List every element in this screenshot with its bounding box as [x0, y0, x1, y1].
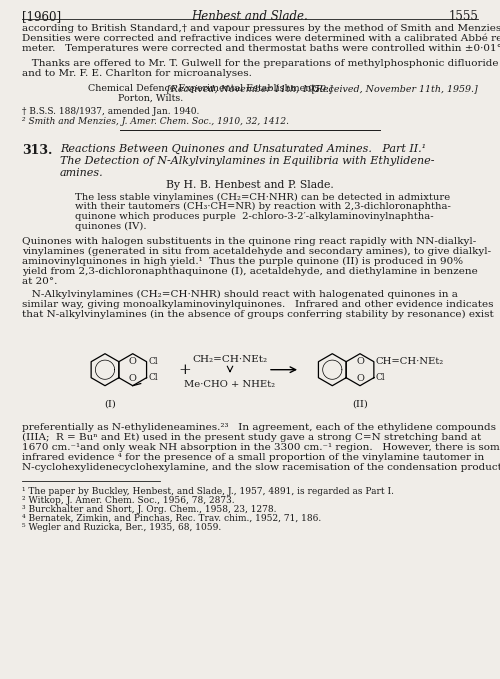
Text: [Received, November 11th, 1959.]: [Received, November 11th, 1959.]: [167, 84, 333, 93]
Text: +: +: [178, 363, 192, 377]
Text: Reactions Between Quinones and Unsaturated Amines.   Part II.¹: Reactions Between Quinones and Unsaturat…: [60, 143, 426, 153]
Text: quinones (IV).: quinones (IV).: [75, 222, 146, 231]
Text: aminovinylquinones in high yield.¹  Thus the purple quinone (II) is produced in : aminovinylquinones in high yield.¹ Thus …: [22, 257, 463, 265]
Text: 1670 cm.⁻¹and only weak NH absorption in the 3300 cm.⁻¹ region.   However, there: 1670 cm.⁻¹and only weak NH absorption in…: [22, 443, 500, 452]
Text: and to Mr. F. E. Charlton for microanalyses.: and to Mr. F. E. Charlton for microanaly…: [22, 69, 252, 78]
Text: ⁵ Wegler and Ruzicka, Ber., 1935, 68, 1059.: ⁵ Wegler and Ruzicka, Ber., 1935, 68, 10…: [22, 523, 221, 532]
Text: [1960]: [1960]: [22, 10, 61, 23]
Text: CH₂=CH·NEt₂: CH₂=CH·NEt₂: [192, 355, 268, 364]
Text: yield from 2,3-dichloronaphthaquinone (I), acetaldehyde, and diethylamine in ben: yield from 2,3-dichloronaphthaquinone (I…: [22, 267, 478, 276]
Text: that N-alkylvinylamines (in the absence of groups conferring stability by resona: that N-alkylvinylamines (in the absence …: [22, 310, 494, 319]
Text: ² Witkop, J. Amer. Chem. Soc., 1956, 78, 2873.: ² Witkop, J. Amer. Chem. Soc., 1956, 78,…: [22, 496, 234, 504]
Text: vinylamines (generated in situ from acetaldehyde and secondary amines), to give : vinylamines (generated in situ from acet…: [22, 246, 491, 256]
Text: meter.   Temperatures were corrected and thermostat baths were controlled within: meter. Temperatures were corrected and t…: [22, 44, 500, 54]
Text: Quinones with halogen substituents in the quinone ring react rapidly with NN-dia: Quinones with halogen substituents in th…: [22, 237, 476, 246]
Text: O: O: [129, 373, 136, 383]
Text: according to British Standard,† and vapour pressures by the method of Smith and : according to British Standard,† and vapo…: [22, 24, 500, 33]
Text: O: O: [129, 356, 136, 366]
Text: Cl: Cl: [148, 373, 158, 382]
Text: Chemical Defence Experimental Establishment,: Chemical Defence Experimental Establishm…: [88, 84, 318, 93]
Text: Porton, Wilts.: Porton, Wilts.: [118, 94, 183, 103]
Text: amines.: amines.: [60, 168, 104, 177]
Text: N-Alkylvinylamines (CH₂=CH·NHR) should react with halogenated quinones in a: N-Alkylvinylamines (CH₂=CH·NHR) should r…: [22, 290, 458, 299]
Text: Densities were corrected and refractive indices were determined with a calibrate: Densities were corrected and refractive …: [22, 34, 500, 43]
Text: ² Smith and Menzies, J. Amer. Chem. Soc., 1910, 32, 1412.: ² Smith and Menzies, J. Amer. Chem. Soc.…: [22, 117, 289, 126]
Text: quinone which produces purple  2-chloro-3-2′-alkylaminovinylnaphtha-: quinone which produces purple 2-chloro-3…: [75, 212, 434, 221]
Text: at 20°.: at 20°.: [22, 277, 58, 286]
Text: Thanks are offered to Mr. T. Gulwell for the preparations of methylphosphonic di: Thanks are offered to Mr. T. Gulwell for…: [22, 58, 498, 68]
Text: 313.: 313.: [22, 143, 52, 156]
Text: ³ Burckhalter and Short, J. Org. Chem., 1958, 23, 1278.: ³ Burckhalter and Short, J. Org. Chem., …: [22, 504, 276, 514]
Text: By H. B. Henbest and P. Slade.: By H. B. Henbest and P. Slade.: [166, 181, 334, 191]
Text: 1555: 1555: [448, 10, 478, 23]
Text: The Detection of N-Alkylvinylamines in Equilibria with Ethylidene-: The Detection of N-Alkylvinylamines in E…: [60, 155, 434, 166]
Text: O: O: [356, 373, 364, 383]
Text: N-cyclohexylidenecyclohexylamine, and the slow racemisation of the condensation : N-cyclohexylidenecyclohexylamine, and th…: [22, 462, 500, 472]
Text: similar way, giving monoalkylaminovinylquinones.   Infrared and other evidence i: similar way, giving monoalkylaminovinylq…: [22, 299, 494, 309]
Text: Cl: Cl: [376, 373, 386, 382]
Text: [Received, November 11th, 1959.]: [Received, November 11th, 1959.]: [312, 84, 478, 93]
Text: ¹ The paper by Buckley, Henbest, and Slade, J., 1957, 4891, is regarded as Part : ¹ The paper by Buckley, Henbest, and Sla…: [22, 487, 394, 496]
Text: † B.S.S. 188/1937, amended Jan. 1940.: † B.S.S. 188/1937, amended Jan. 1940.: [22, 107, 200, 116]
Text: (IIIA;  R = Buⁿ and Et) used in the present study gave a strong C=N stretching b: (IIIA; R = Buⁿ and Et) used in the prese…: [22, 433, 481, 442]
Text: (II): (II): [352, 400, 368, 409]
Text: CH=CH·NEt₂: CH=CH·NEt₂: [376, 357, 444, 366]
Text: Henbest and Slade.: Henbest and Slade.: [192, 10, 308, 23]
Text: Cl: Cl: [148, 357, 158, 366]
Text: with their tautomers (CH₃·CH=NR) by reaction with 2,3-dichloronaphtha-: with their tautomers (CH₃·CH=NR) by reac…: [75, 202, 451, 211]
Text: (I): (I): [104, 400, 116, 409]
Text: Me·CHO + NHEt₂: Me·CHO + NHEt₂: [184, 380, 276, 389]
Text: O: O: [356, 356, 364, 366]
Text: ⁴ Bernatek, Zimkin, and Pinchas, Rec. Trav. chim., 1952, 71, 186.: ⁴ Bernatek, Zimkin, and Pinchas, Rec. Tr…: [22, 514, 321, 523]
Text: preferentially as N-ethylideneamines.²³   In agreement, each of the ethylidene c: preferentially as N-ethylideneamines.²³ …: [22, 423, 496, 432]
Text: The less stable vinylamines (CH₂=CH·NHR) can be detected in admixture: The less stable vinylamines (CH₂=CH·NHR)…: [75, 193, 450, 202]
Text: infrared evidence ⁴ for the presence of a small proportion of the vinylamine tau: infrared evidence ⁴ for the presence of …: [22, 453, 484, 462]
